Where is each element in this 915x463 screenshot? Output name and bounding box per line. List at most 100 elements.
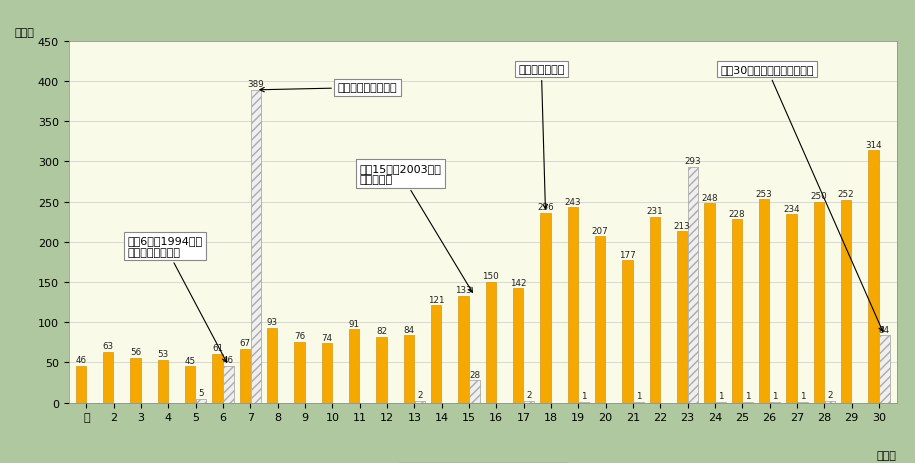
Text: 293: 293 bbox=[684, 157, 702, 166]
Bar bbox=[196, 399, 207, 403]
Bar bbox=[578, 402, 589, 403]
Text: 236: 236 bbox=[537, 203, 554, 212]
Bar bbox=[524, 401, 534, 403]
Text: 82: 82 bbox=[376, 326, 387, 335]
Text: 121: 121 bbox=[428, 295, 445, 304]
Bar bbox=[414, 401, 425, 403]
Bar bbox=[743, 402, 753, 403]
Text: 46: 46 bbox=[75, 355, 86, 364]
Bar bbox=[716, 402, 726, 403]
Text: 234: 234 bbox=[783, 205, 800, 213]
Bar bbox=[157, 360, 168, 403]
Bar bbox=[677, 232, 687, 403]
Text: 阪神・淡路大震災他: 阪神・淡路大震災他 bbox=[260, 83, 397, 93]
Text: 67: 67 bbox=[240, 338, 251, 347]
Bar bbox=[595, 237, 606, 403]
Text: 177: 177 bbox=[619, 250, 636, 259]
Text: 76: 76 bbox=[294, 331, 305, 340]
Bar bbox=[486, 282, 496, 403]
Text: 46: 46 bbox=[223, 355, 234, 364]
Bar bbox=[813, 202, 824, 403]
Bar bbox=[688, 168, 698, 403]
Bar bbox=[103, 352, 113, 403]
Bar bbox=[469, 380, 479, 403]
Bar bbox=[786, 215, 797, 403]
Bar bbox=[688, 168, 698, 403]
Bar bbox=[376, 337, 387, 403]
Bar bbox=[732, 220, 742, 403]
Text: 1: 1 bbox=[772, 391, 778, 400]
Text: 2: 2 bbox=[417, 391, 423, 400]
Bar bbox=[541, 213, 551, 403]
Bar bbox=[414, 401, 425, 403]
Text: 1: 1 bbox=[800, 391, 805, 400]
Bar bbox=[770, 402, 780, 403]
Text: 213: 213 bbox=[673, 221, 691, 230]
Text: （件）: （件） bbox=[15, 28, 35, 38]
Bar bbox=[295, 342, 305, 403]
Bar bbox=[431, 306, 441, 403]
Bar bbox=[650, 218, 660, 403]
Text: 231: 231 bbox=[647, 207, 663, 216]
Text: 314: 314 bbox=[866, 140, 882, 149]
Text: 93: 93 bbox=[266, 318, 278, 326]
Text: 74: 74 bbox=[321, 333, 332, 342]
Text: 84: 84 bbox=[878, 325, 890, 334]
Text: 253: 253 bbox=[756, 189, 772, 198]
Bar bbox=[743, 402, 753, 403]
Bar bbox=[633, 402, 643, 403]
Bar bbox=[131, 358, 141, 403]
Bar bbox=[824, 401, 834, 403]
Bar bbox=[841, 200, 851, 403]
Text: 63: 63 bbox=[102, 342, 113, 350]
Bar bbox=[879, 335, 889, 403]
Text: 207: 207 bbox=[592, 226, 608, 235]
Text: 133: 133 bbox=[455, 286, 472, 294]
Text: 1: 1 bbox=[581, 391, 587, 400]
Text: 61: 61 bbox=[212, 343, 223, 352]
Bar bbox=[212, 354, 222, 403]
Bar bbox=[251, 91, 261, 403]
Bar bbox=[622, 261, 632, 403]
Text: 228: 228 bbox=[728, 209, 745, 218]
Text: 2: 2 bbox=[827, 391, 833, 400]
Text: 56: 56 bbox=[130, 347, 141, 356]
Bar bbox=[797, 402, 808, 403]
Text: 389: 389 bbox=[247, 80, 264, 89]
Bar bbox=[524, 401, 534, 403]
Bar bbox=[76, 366, 86, 403]
Bar bbox=[705, 204, 715, 403]
Text: 150: 150 bbox=[482, 272, 500, 281]
Text: 1: 1 bbox=[636, 391, 641, 400]
Bar bbox=[322, 344, 332, 403]
Bar bbox=[251, 91, 261, 403]
Text: 1: 1 bbox=[745, 391, 750, 400]
Bar bbox=[567, 208, 578, 403]
Bar bbox=[240, 349, 250, 403]
Bar bbox=[578, 402, 589, 403]
Bar bbox=[223, 366, 233, 403]
Bar bbox=[513, 289, 523, 403]
Text: 248: 248 bbox=[701, 193, 717, 202]
Text: 252: 252 bbox=[838, 190, 855, 199]
Bar bbox=[458, 296, 468, 403]
Bar bbox=[759, 200, 770, 403]
Text: 平成30年北海道胆振東部地震: 平成30年北海道胆振東部地震 bbox=[720, 65, 883, 332]
Text: 142: 142 bbox=[510, 278, 526, 287]
Bar bbox=[824, 401, 834, 403]
Bar bbox=[469, 380, 479, 403]
Text: 1: 1 bbox=[717, 391, 723, 400]
Text: 平成6年（1994年）
三陸はるか沖地震: 平成6年（1994年） 三陸はるか沖地震 bbox=[127, 236, 227, 363]
Text: 84: 84 bbox=[404, 325, 414, 334]
Bar bbox=[349, 330, 360, 403]
Text: 243: 243 bbox=[565, 197, 581, 206]
Bar bbox=[196, 399, 207, 403]
Text: 53: 53 bbox=[157, 350, 168, 359]
Text: 250: 250 bbox=[811, 192, 827, 200]
Text: 東日本大震災他: 東日本大震災他 bbox=[518, 65, 565, 209]
Text: 2: 2 bbox=[526, 391, 532, 400]
Text: 平成15年（2003年）
十勝沖地震: 平成15年（2003年） 十勝沖地震 bbox=[360, 163, 472, 293]
Bar bbox=[770, 402, 780, 403]
Text: 91: 91 bbox=[349, 319, 360, 328]
Bar bbox=[223, 366, 233, 403]
